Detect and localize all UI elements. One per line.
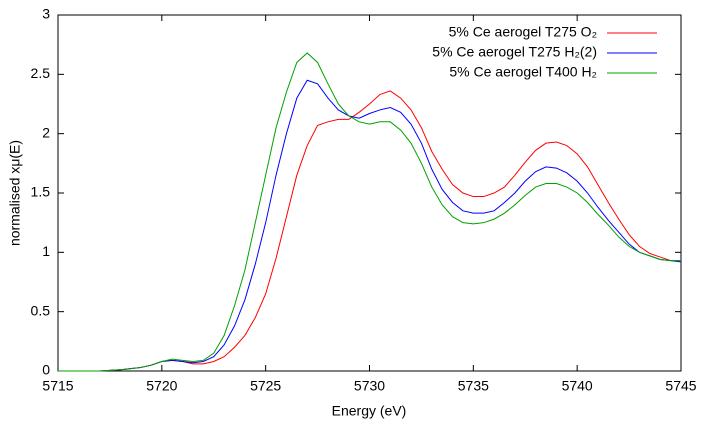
x-tick-label: 5740 [562, 378, 593, 394]
legend-label: 5% Ce aerogel T400 H₂ [449, 64, 597, 80]
y-tick-label: 2 [42, 124, 50, 140]
y-tick-label: 3 [42, 6, 50, 22]
y-tick-label: 0 [42, 362, 50, 378]
y-tick-label: 2.5 [31, 65, 51, 81]
y-axis-label: normalised xμ(E) [7, 140, 23, 246]
x-tick-label: 5730 [354, 378, 385, 394]
x-tick-label: 5735 [458, 378, 489, 394]
x-axis-label: Energy (eV) [332, 403, 407, 419]
x-tick-label: 5745 [665, 378, 696, 394]
series-line [58, 52, 681, 372]
series-line [58, 90, 681, 372]
y-tick-label: 1.5 [31, 184, 51, 200]
y-tick-label: 1 [42, 243, 50, 259]
y-tick-label: 0.5 [31, 302, 51, 318]
x-tick-label: 5720 [146, 378, 177, 394]
legend-label: 5% Ce aerogel T275 O₂ [449, 24, 597, 40]
legend-label: 5% Ce aerogel T275 H₂(2) [432, 44, 597, 60]
x-tick-label: 5725 [250, 378, 281, 394]
x-tick-label: 5715 [42, 378, 73, 394]
